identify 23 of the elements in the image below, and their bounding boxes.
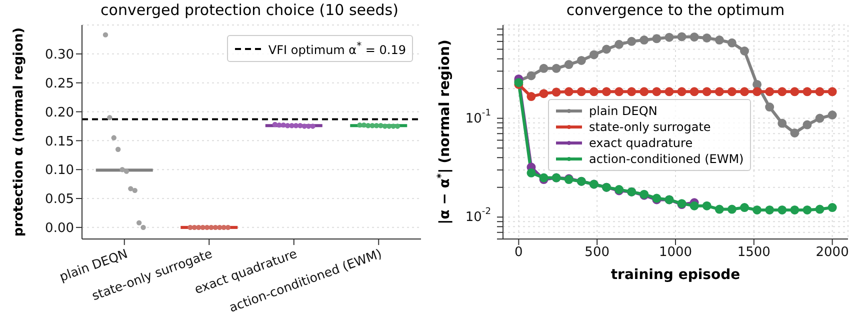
x-axis-title: training episode [610, 267, 740, 283]
chart-title: converged protection choice (10 seeds) [100, 1, 400, 21]
legend-label: exact quadrature [589, 135, 693, 151]
legend-label: state-only surrogate [589, 119, 711, 135]
y-tick-label: 0.30 [45, 48, 74, 63]
chart-title: convergence to the optimum [565, 1, 786, 21]
x-tick-label: 2000 [816, 245, 849, 260]
y-axis-title: protection α (normal region) [12, 27, 27, 237]
y-tick-label: 10$^{-2}$ [465, 207, 491, 225]
x-tick-label: 1500 [737, 245, 770, 260]
y-tick-label: 0.10 [45, 163, 74, 178]
y-tick-label: 0.05 [45, 192, 74, 208]
y-tick-label: 0.15 [45, 134, 74, 150]
x-tick-label: 0 [514, 245, 523, 260]
x-tick-label: 1000 [658, 245, 692, 260]
y-tick-label: 0.20 [45, 105, 74, 120]
x-tick-label: 500 [584, 245, 610, 260]
legend-label: action-conditioned (EWM) [589, 151, 744, 167]
y-tick-label: 0.00 [45, 221, 74, 236]
y-tick-label: 0.25 [45, 76, 74, 92]
legend-label: plain DEQN [589, 103, 658, 119]
y-tick-label: 10$^{-1}$ [465, 108, 491, 126]
legend-label: VFI optimum α$^{*}$ = 0.19 [268, 40, 406, 58]
